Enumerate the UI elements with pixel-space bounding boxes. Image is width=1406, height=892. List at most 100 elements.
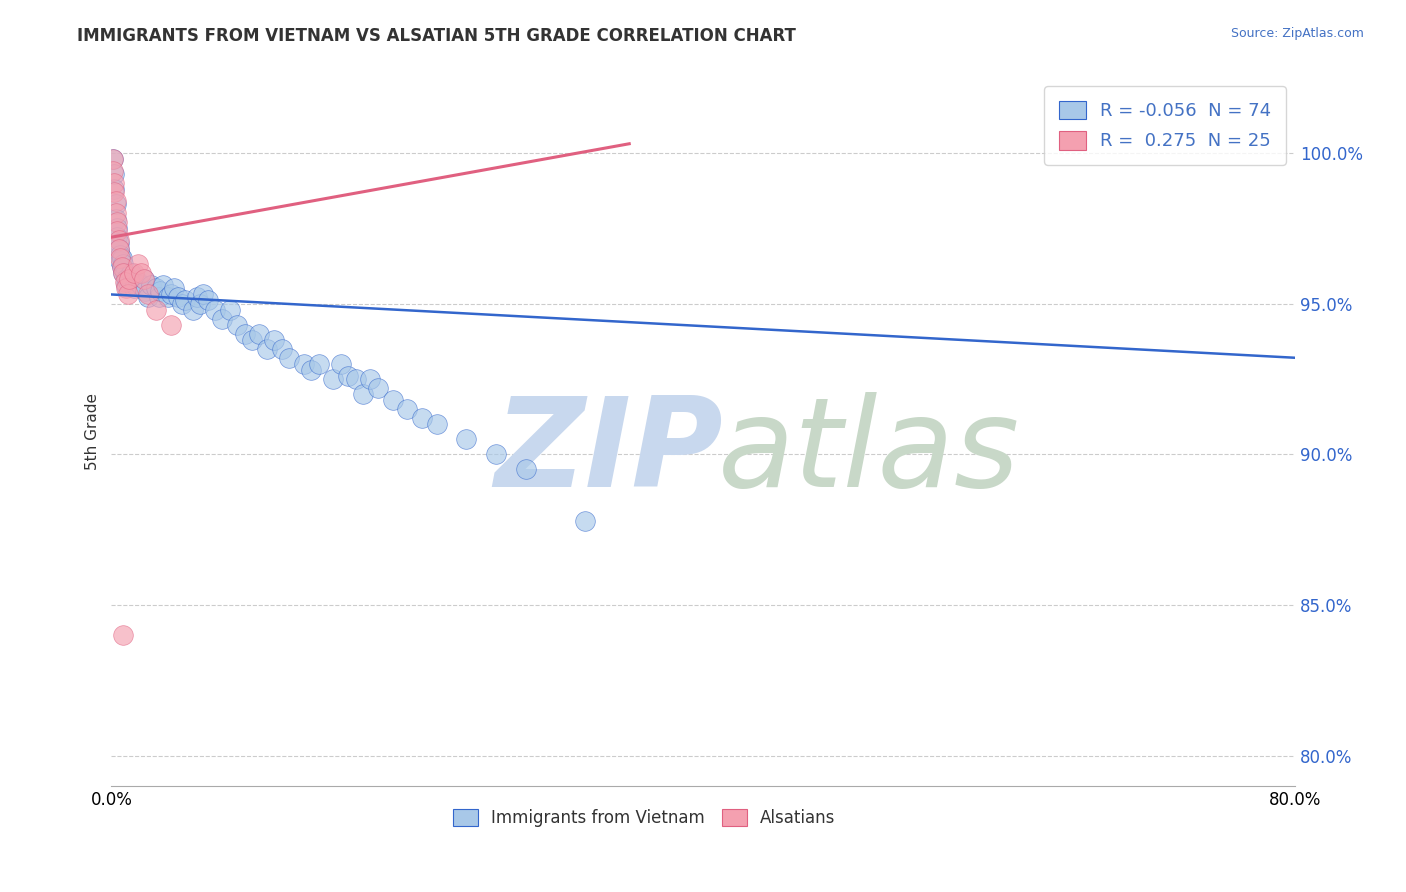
Text: atlas: atlas (718, 392, 1019, 514)
Y-axis label: 5th Grade: 5th Grade (86, 393, 100, 470)
Point (122, 281, 145, 295)
Point (110, 252, 132, 266)
Point (103, 182, 125, 196)
Point (108, 242, 131, 256)
Point (104, 212, 127, 227)
Point (101, 152, 124, 166)
Point (426, 417, 449, 431)
Point (108, 242, 131, 256)
Point (367, 381, 389, 395)
Point (186, 290, 208, 304)
Point (145, 302, 167, 317)
Point (329, 357, 352, 371)
Point (129, 278, 152, 293)
Point (110, 248, 132, 262)
Point (226, 318, 249, 332)
Point (344, 372, 367, 386)
Point (145, 281, 167, 295)
Point (240, 333, 263, 347)
Point (211, 311, 233, 326)
Point (103, 176, 125, 190)
Point (134, 285, 156, 299)
Point (396, 402, 419, 417)
Point (152, 278, 174, 293)
Point (110, 254, 132, 268)
Point (159, 318, 181, 332)
Point (270, 342, 292, 356)
Point (278, 351, 301, 365)
Point (101, 152, 124, 166)
Point (352, 387, 374, 401)
Point (114, 266, 136, 280)
Point (127, 257, 149, 271)
Point (233, 326, 256, 341)
Point (156, 290, 179, 304)
Point (256, 342, 278, 356)
Point (121, 276, 143, 290)
Point (359, 372, 381, 386)
Point (101, 164, 124, 178)
Point (112, 266, 135, 280)
Point (485, 447, 508, 461)
Point (337, 368, 360, 383)
Point (138, 290, 160, 304)
Point (117, 276, 139, 290)
Point (103, 167, 125, 181)
Point (104, 194, 127, 208)
Point (112, 266, 135, 280)
Point (108, 233, 131, 247)
Point (308, 357, 330, 371)
Point (127, 276, 149, 290)
Point (108, 236, 131, 251)
Point (167, 290, 190, 304)
Point (197, 293, 219, 308)
Point (117, 287, 139, 301)
Point (111, 252, 134, 266)
Point (105, 224, 128, 238)
Point (120, 266, 142, 280)
Point (299, 363, 322, 377)
Point (122, 266, 145, 280)
Point (411, 411, 433, 425)
Point (104, 206, 127, 220)
Legend: Immigrants from Vietnam, Alsatians: Immigrants from Vietnam, Alsatians (446, 803, 842, 834)
Point (132, 272, 155, 286)
Point (124, 278, 146, 293)
Point (112, 257, 135, 271)
Point (172, 296, 194, 310)
Point (162, 281, 184, 295)
Point (381, 392, 404, 407)
Text: ZIP: ZIP (494, 392, 723, 514)
Point (129, 266, 152, 280)
Point (159, 287, 181, 301)
Point (574, 514, 596, 528)
Point (104, 197, 127, 211)
Point (118, 272, 141, 286)
Point (138, 287, 160, 301)
Point (103, 185, 125, 199)
Point (112, 628, 135, 642)
Point (105, 215, 128, 229)
Point (322, 372, 344, 386)
Point (114, 276, 136, 290)
Point (456, 432, 478, 446)
Point (132, 272, 155, 286)
Point (263, 333, 285, 347)
Point (105, 221, 128, 235)
Point (204, 302, 226, 317)
Point (111, 260, 134, 275)
Point (247, 326, 270, 341)
Point (141, 278, 163, 293)
Point (105, 230, 128, 244)
Text: IMMIGRANTS FROM VIETNAM VS ALSATIAN 5TH GRADE CORRELATION CHART: IMMIGRANTS FROM VIETNAM VS ALSATIAN 5TH … (77, 27, 796, 45)
Point (174, 293, 197, 308)
Point (218, 302, 240, 317)
Point (515, 462, 537, 476)
Point (111, 260, 134, 275)
Point (292, 357, 315, 371)
Point (148, 290, 170, 304)
Point (115, 278, 138, 293)
Point (181, 302, 204, 317)
Point (115, 281, 138, 295)
Point (149, 285, 172, 299)
